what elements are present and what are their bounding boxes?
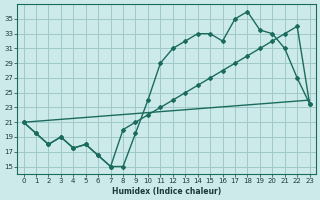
X-axis label: Humidex (Indice chaleur): Humidex (Indice chaleur) bbox=[112, 187, 221, 196]
